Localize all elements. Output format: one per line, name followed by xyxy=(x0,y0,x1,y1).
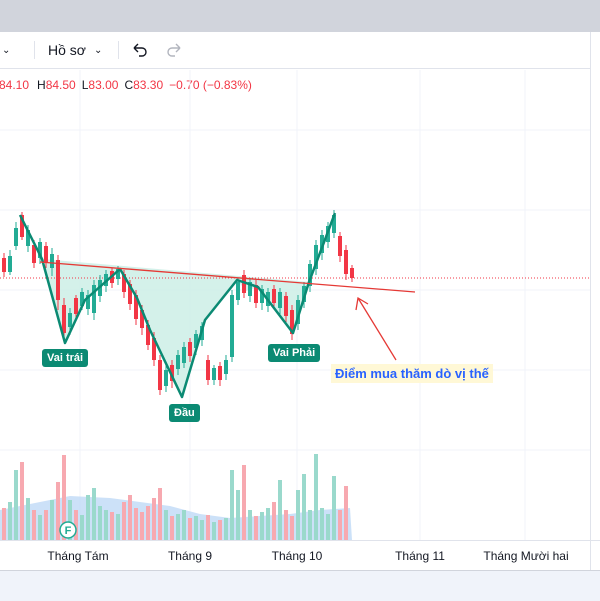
legend-close-prefix: C xyxy=(124,78,134,92)
legend-open: 84.10 xyxy=(0,78,30,92)
right-shoulder-label: Vai Phải xyxy=(268,344,321,362)
pattern-zigzag xyxy=(18,212,337,399)
neckline xyxy=(39,261,416,293)
legend-high: 84.50 xyxy=(45,78,76,92)
undo-button[interactable] xyxy=(130,32,148,68)
time-axis-label: Tháng Mười hai xyxy=(483,549,569,563)
arrow-annotation xyxy=(355,296,397,361)
time-axis-label: Tháng 10 xyxy=(271,549,323,563)
chevron-down-icon: ⌄ xyxy=(2,44,11,56)
profile-label: Hồ sơ xyxy=(48,42,86,58)
bottom-panel xyxy=(0,570,600,601)
undo-icon xyxy=(133,43,147,57)
time-axis[interactable]: Tháng Tám Tháng 9 Tháng 10 Tháng 11 Thán… xyxy=(0,540,600,571)
profile-dropdown[interactable]: Hồ sơ ⌄ xyxy=(48,32,102,68)
redo-icon xyxy=(167,43,181,57)
price-chart[interactable]: F xyxy=(0,70,590,540)
head-label: Đầu xyxy=(169,404,200,422)
pattern-area xyxy=(42,259,309,397)
chart-toolbar: ⌄ Hồ sơ ⌄ xyxy=(0,32,600,69)
time-axis-label: Tháng 11 xyxy=(395,549,445,563)
legend-low: 83.00 xyxy=(88,78,119,92)
legend-high-prefix: H xyxy=(37,78,46,92)
browser-top-bar xyxy=(0,0,600,33)
interval-dropdown[interactable]: ⌄ xyxy=(0,32,10,68)
volume-flag-icon[interactable]: F xyxy=(59,521,77,539)
legend-close: 83.30 xyxy=(133,78,164,92)
chevron-down-icon: ⌄ xyxy=(93,44,103,56)
left-shoulder-label: Vai trái xyxy=(42,349,89,367)
legend-low-prefix: L xyxy=(81,78,89,92)
volume-flag-label: F xyxy=(65,525,72,537)
time-axis-label: Tháng 9 xyxy=(167,549,213,563)
toolbar-divider xyxy=(34,41,35,59)
redo-button[interactable] xyxy=(166,32,184,68)
volume-bars xyxy=(2,454,348,540)
buy-point-note: Điểm mua thăm dò vị thế xyxy=(331,364,493,383)
toolbar-divider xyxy=(118,41,119,59)
time-axis-label: Tháng Tám xyxy=(47,549,109,563)
price-scale-edge[interactable] xyxy=(590,32,600,570)
